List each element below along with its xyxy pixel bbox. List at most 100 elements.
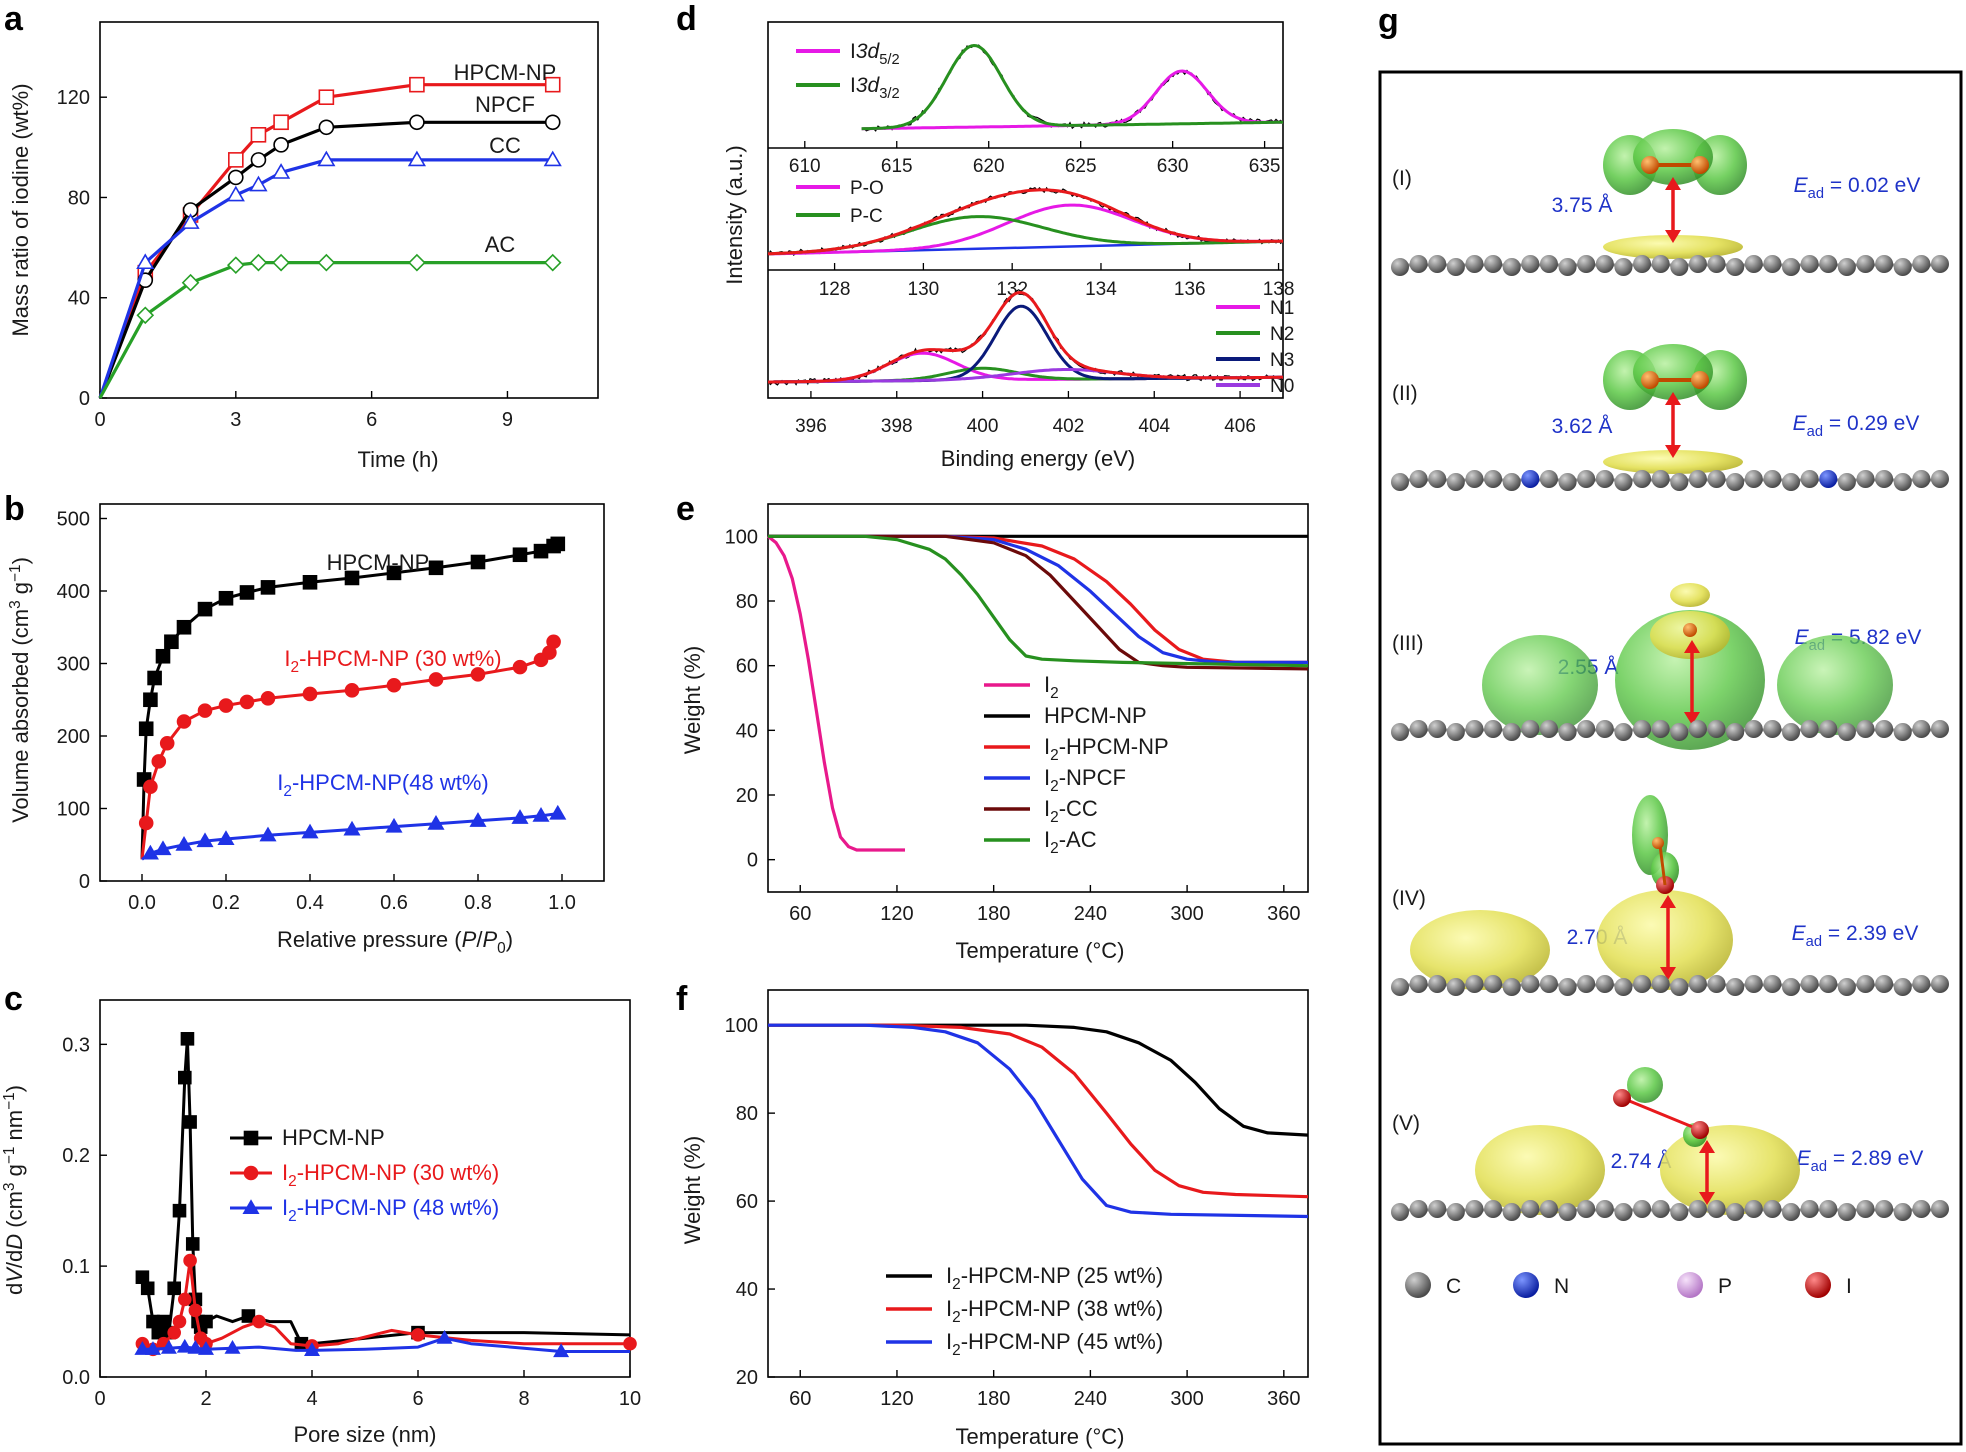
carbon-atom	[1595, 255, 1614, 273]
carbon-atom	[1912, 470, 1931, 488]
adsorption-energy-label: Ead = 0.02 eV	[1794, 174, 1921, 202]
data-marker	[469, 812, 487, 827]
data-marker	[532, 807, 550, 822]
i-i-bond	[1658, 844, 1667, 886]
carbon-atom	[1558, 473, 1577, 491]
data-marker	[135, 1270, 150, 1285]
x-tick-label: 0.6	[380, 892, 408, 914]
data-marker	[159, 735, 175, 751]
data-marker	[196, 832, 214, 848]
panel-g: (I) 3.75 Å Ead = 0.02 eV (II) 3.62 Å Ead = 0.…	[1378, 70, 1963, 1446]
carbon-atom	[1446, 1203, 1465, 1221]
carbon-atom	[1893, 258, 1912, 276]
nitrogen-atom	[1819, 470, 1838, 488]
data-marker	[249, 253, 268, 272]
structure-row-1: (I) 3.75 Å Ead = 0.02 eV	[1391, 129, 1949, 276]
distance-arrow	[1684, 640, 1700, 725]
y-tick-label: 40	[736, 720, 758, 742]
data-marker	[252, 1314, 266, 1329]
series-line	[768, 534, 1309, 671]
x-tick-label: 360	[1267, 1388, 1300, 1410]
x-tick-label: 2	[200, 1388, 211, 1410]
carbon-atom	[1651, 720, 1670, 738]
carbon-atom	[1670, 473, 1689, 491]
data-marker	[546, 634, 561, 650]
data-marker	[623, 1336, 637, 1351]
carbon-atom	[1558, 978, 1577, 996]
carbon-atom	[1428, 470, 1447, 488]
legend-label: N1	[1270, 298, 1294, 319]
data-marker	[550, 536, 566, 552]
carbon-atom	[1409, 255, 1428, 273]
legend-label: I2-HPCM-NP (48 wt%)	[282, 1195, 499, 1225]
data-marker	[143, 779, 158, 795]
panel-letter-b: b	[4, 490, 25, 528]
legend-label: N0	[1270, 376, 1294, 397]
carbon-atom	[1912, 255, 1931, 273]
data-marker	[411, 1328, 425, 1342]
carbon-atom	[1521, 1200, 1540, 1218]
carbon-atom	[1688, 720, 1707, 738]
data-marker	[344, 683, 360, 698]
data-marker	[176, 1338, 193, 1353]
axes-frame	[99, 21, 599, 399]
carbon-atom	[1614, 1203, 1633, 1221]
charge-density-lobe	[1670, 583, 1710, 607]
charge-density-lobe	[1475, 1125, 1605, 1215]
atom-legend-P	[1677, 1272, 1703, 1298]
carbon-atom	[1688, 255, 1707, 273]
y-tick-label: 80	[68, 187, 90, 209]
carbon-atom	[1409, 470, 1428, 488]
series-label: NPCF	[475, 92, 535, 117]
carbon-atom	[1428, 255, 1447, 273]
axes-frame	[767, 989, 1309, 1378]
structure-row-5: (V) 2.74 Å Ead = 2.89 eV	[1391, 1067, 1949, 1221]
structure-roman-label: (III)	[1392, 632, 1424, 655]
legend-label: P-C	[850, 206, 883, 227]
carbon-atom	[1782, 473, 1801, 491]
distance-arrow	[1665, 392, 1681, 458]
data-marker	[249, 175, 268, 192]
carbon-atom	[1446, 978, 1465, 996]
x-tick-label: 120	[880, 903, 913, 925]
data-marker	[172, 1314, 187, 1329]
atom-legend-label: P	[1718, 1275, 1732, 1298]
data-marker	[301, 823, 319, 839]
x-axis-label: Relative pressure (P/P0)	[277, 927, 513, 957]
data-marker	[243, 1165, 259, 1181]
series-line	[766, 535, 905, 852]
iodine-atom	[1691, 371, 1709, 389]
y-axis-label: Intensity (a.u.)	[722, 145, 747, 284]
atom-legend-N	[1513, 1272, 1539, 1298]
data-marker	[136, 306, 155, 325]
carbon-atom	[1707, 720, 1726, 738]
structure-roman-label: (V)	[1392, 1112, 1420, 1135]
carbon-atom	[1428, 975, 1447, 993]
x-tick-label: 138	[1263, 279, 1295, 300]
data-marker	[183, 1115, 197, 1129]
panel-f: 60 120 180 240 300 360 20 40 60 80 100 Temperature …	[680, 989, 1309, 1449]
carbon-atom	[1651, 470, 1670, 488]
axes-frame	[767, 503, 1309, 893]
panel-letter-f: f	[676, 980, 688, 1018]
legend-label: N2	[1270, 324, 1294, 345]
carbon-atom	[1856, 720, 1875, 738]
x-tick-label: 128	[819, 279, 851, 300]
carbon-atom	[1484, 975, 1503, 993]
data-marker	[344, 570, 360, 586]
data-marker	[343, 820, 361, 836]
nitrogen-atom	[1521, 470, 1540, 488]
x-tick-label: 400	[967, 416, 999, 437]
data-marker	[197, 601, 213, 617]
structure-row-4: (IV)2.70 Å Ead = 2.39 eV	[1391, 795, 1949, 996]
data-marker	[183, 1253, 197, 1268]
envelope-line	[767, 188, 1283, 256]
data-marker	[427, 814, 445, 830]
y-tick-label: 0	[79, 871, 90, 893]
envelope-line	[768, 290, 1283, 384]
x-tick-label: 615	[881, 156, 913, 177]
panel-a: 0 3 6 9 0 40 80 120 Time (h) Mass ratio of iodine…	[8, 21, 599, 472]
distance-label: 3.75 Å	[1552, 194, 1613, 217]
carbon-atom	[1763, 255, 1782, 273]
